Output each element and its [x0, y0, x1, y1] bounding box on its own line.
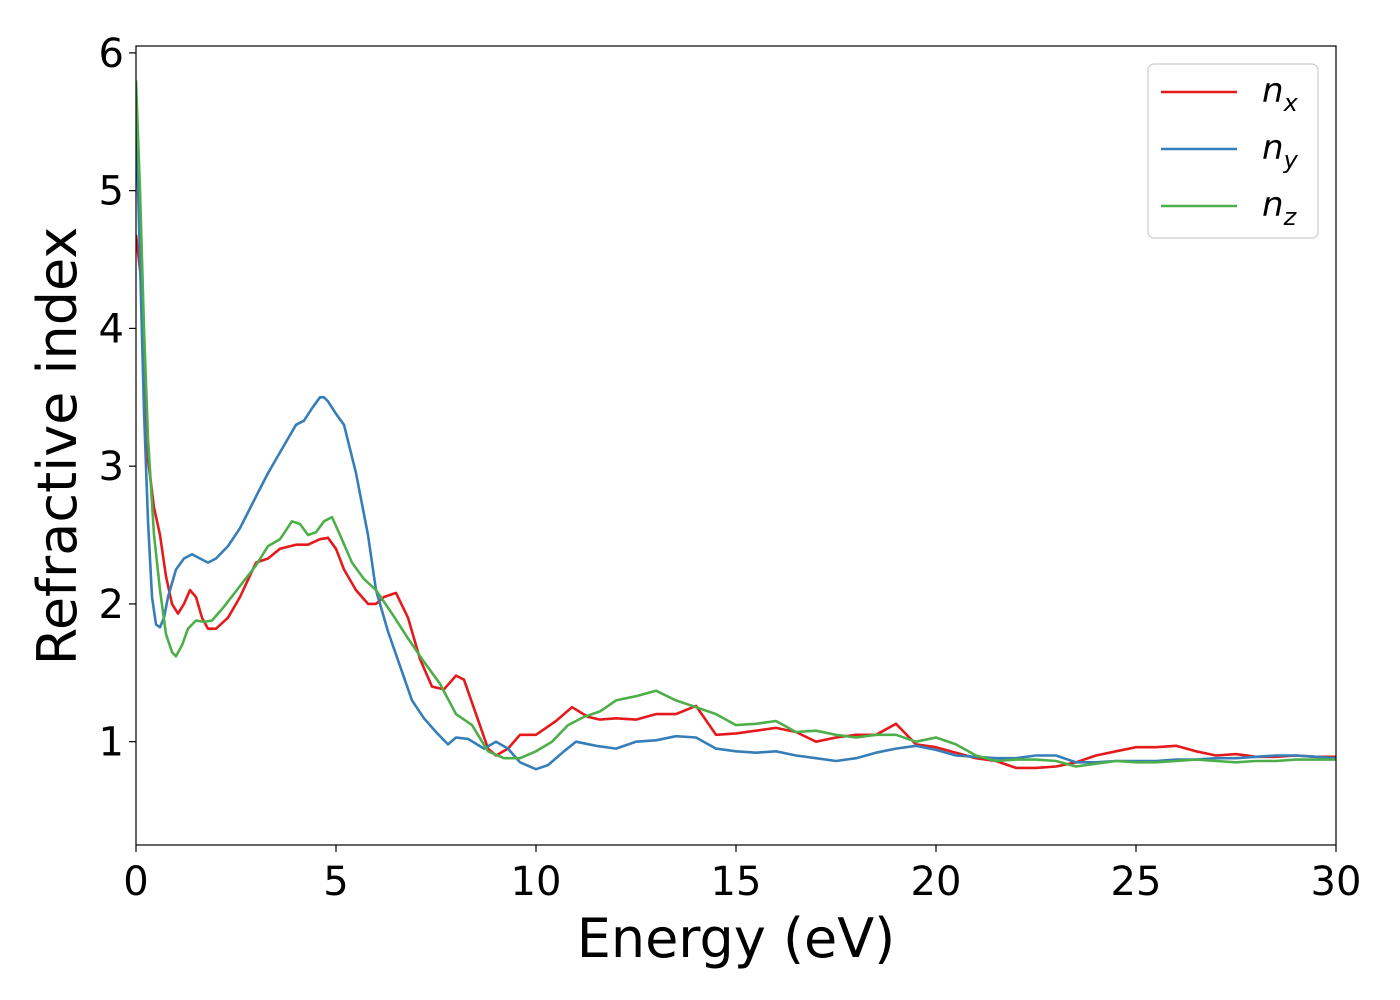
plot-layer [136, 80, 1336, 771]
series-line-ny [136, 114, 1336, 771]
series-line-nx [136, 234, 1336, 770]
x-tick-label: 5 [323, 859, 348, 905]
legend: nx ny nz [1147, 63, 1319, 239]
y-tick-label: 2 [99, 582, 124, 628]
y-axis-title: Refractive index [26, 227, 89, 666]
y-tick-label: 4 [99, 306, 124, 352]
x-tick-label: 0 [123, 859, 148, 905]
x-tick-label: 15 [711, 859, 762, 905]
y-tick-label: 6 [99, 31, 124, 77]
legend-box [1147, 63, 1319, 239]
series-line-nz [136, 80, 1336, 768]
y-tick-label: 5 [99, 169, 124, 215]
x-tick-label: 30 [1311, 859, 1362, 905]
y-tick-label: 3 [99, 444, 124, 490]
x-tick-label: 25 [1111, 859, 1162, 905]
x-tick-label: 10 [511, 859, 562, 905]
y-tick-label: 1 [99, 720, 124, 766]
axis-layer: 0 5 10 15 20 25 30 1 2 3 4 5 6 [99, 31, 1362, 905]
x-tick-label: 20 [911, 859, 962, 905]
legend-label-nx: nx [1262, 71, 1299, 117]
x-axis-title: Energy (eV) [577, 907, 896, 970]
legend-label-nz: nz [1262, 185, 1298, 231]
series-group [136, 80, 1336, 771]
legend-label-ny: ny [1262, 128, 1299, 174]
